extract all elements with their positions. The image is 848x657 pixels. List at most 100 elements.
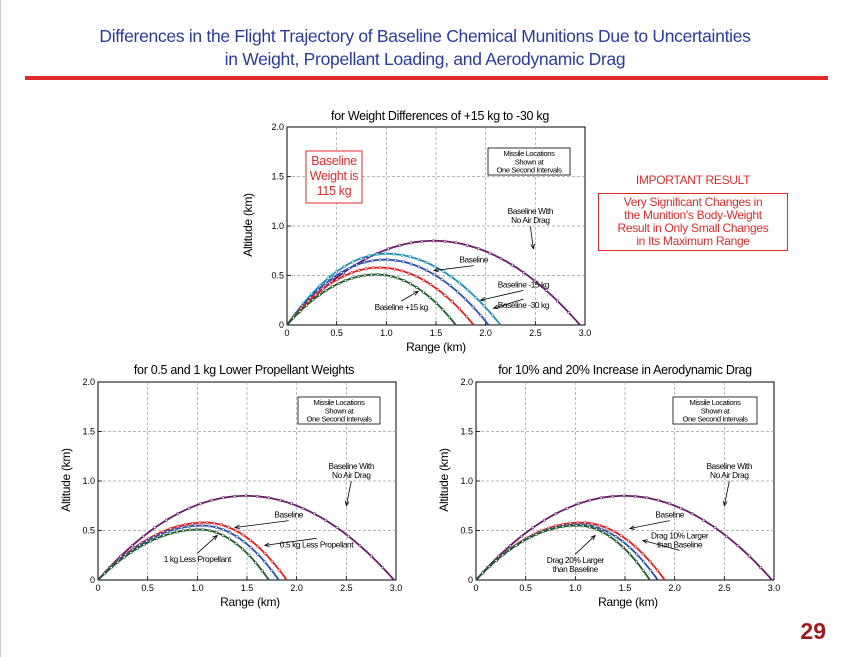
- series-marker: [335, 526, 339, 530]
- arrow-head: [530, 243, 536, 250]
- series-marker: [597, 523, 601, 527]
- series-marker: [508, 544, 512, 548]
- series-marker: [747, 554, 751, 558]
- series-marker: [656, 568, 660, 572]
- x-tick-label: 2.5: [340, 583, 353, 593]
- series-marker: [254, 561, 258, 565]
- series-marker: [565, 506, 569, 510]
- series-marker: [381, 566, 385, 570]
- series-marker: [358, 544, 362, 548]
- series-marker: [208, 529, 212, 533]
- info-box-line: Missile Locations: [503, 149, 555, 158]
- series-marker: [278, 568, 282, 572]
- series-marker: [155, 536, 159, 540]
- series-marker: [386, 266, 390, 270]
- series-marker: [375, 252, 379, 256]
- series-marker: [583, 521, 587, 525]
- series-marker: [619, 534, 623, 538]
- series-marker: [370, 259, 374, 263]
- series-marker: [416, 257, 420, 261]
- series-marker: [457, 307, 461, 311]
- series-marker: [298, 309, 302, 313]
- curve-label: Baseline +15 kg: [375, 302, 429, 312]
- curve-label: Baseline With: [707, 461, 753, 471]
- callout-line: 115 kg: [317, 184, 352, 198]
- series-marker: [611, 494, 615, 498]
- series-marker: [400, 269, 404, 273]
- series-marker: [233, 494, 237, 498]
- series-marker: [402, 279, 406, 283]
- series-marker: [567, 311, 571, 315]
- series-marker: [454, 241, 458, 245]
- series-marker: [324, 518, 328, 522]
- curve-label: than Baseline: [553, 564, 599, 574]
- series-marker: [447, 315, 451, 319]
- series-marker: [395, 276, 399, 280]
- x-tick-label: 0: [284, 328, 289, 338]
- info-box-line: Shown at: [701, 406, 731, 415]
- series-marker: [612, 529, 616, 533]
- curve-label-arrow: [493, 298, 524, 309]
- curve-label-arrow: [401, 290, 419, 302]
- series-marker: [474, 296, 478, 300]
- series-marker: [429, 283, 433, 287]
- important-result: IMPORTANT RESULT Very Significant Change…: [598, 173, 788, 251]
- series-marker: [314, 293, 318, 297]
- series-marker: [633, 494, 637, 498]
- series-marker: [221, 496, 225, 500]
- arrow-head: [722, 500, 728, 507]
- series-marker: [622, 494, 626, 498]
- series-marker: [255, 494, 259, 498]
- x-tick-label: 1.0: [380, 328, 393, 338]
- series-marker: [228, 531, 232, 535]
- series-marker: [318, 284, 322, 288]
- series-marker: [599, 496, 603, 500]
- series-marker: [440, 278, 444, 282]
- y-tick-label: 2.0: [460, 377, 473, 387]
- series-marker: [248, 538, 252, 542]
- series-marker: [635, 552, 639, 556]
- curve-label: Baseline -15 kg: [498, 279, 550, 289]
- series-marker: [212, 521, 216, 525]
- important-result-line: Very Significant Changes in: [623, 195, 763, 209]
- series-marker: [278, 498, 282, 502]
- series-marker: [466, 288, 470, 292]
- series-marker: [382, 273, 386, 277]
- series-marker: [301, 506, 305, 510]
- slide-title: Differences in the Flight Trajectory of …: [40, 25, 810, 71]
- series-marker: [234, 542, 238, 546]
- series-marker: [116, 560, 120, 564]
- series-marker: [103, 572, 107, 576]
- info-box-line: One Second Intervals: [306, 415, 372, 424]
- series-marker: [321, 287, 325, 291]
- series-marker: [394, 258, 398, 262]
- curve-label-arrow: [235, 520, 289, 528]
- series-marker: [356, 275, 360, 279]
- series-marker: [482, 304, 486, 308]
- series-marker: [221, 528, 225, 532]
- y-axis-label: Altitude (km): [59, 448, 73, 512]
- series-marker: [641, 568, 645, 572]
- series-marker: [190, 521, 194, 525]
- series-marker: [347, 266, 351, 270]
- series-marker: [355, 263, 359, 267]
- series-marker: [400, 253, 404, 257]
- series-marker: [409, 241, 413, 245]
- info-box-line: Missile Locations: [313, 398, 365, 407]
- series-marker: [122, 555, 126, 559]
- series-marker: [568, 524, 572, 528]
- series-marker: [409, 262, 413, 266]
- x-tick-label: 1.5: [241, 583, 254, 593]
- series-marker: [256, 544, 260, 548]
- curve-label-arrow: [345, 481, 352, 506]
- curve-label: No Air Drag: [511, 215, 550, 225]
- series-marker: [432, 273, 436, 277]
- curve-label: 0.5 kg Less Propellant: [280, 539, 354, 549]
- series-marker: [449, 275, 453, 279]
- curve-label-arrow: [723, 481, 730, 506]
- curve-label: Drag 20% Larger: [547, 555, 605, 565]
- series-marker: [344, 279, 348, 283]
- series-marker: [188, 528, 192, 532]
- x-axis-label: Range (km): [598, 595, 658, 609]
- series-marker: [465, 243, 469, 247]
